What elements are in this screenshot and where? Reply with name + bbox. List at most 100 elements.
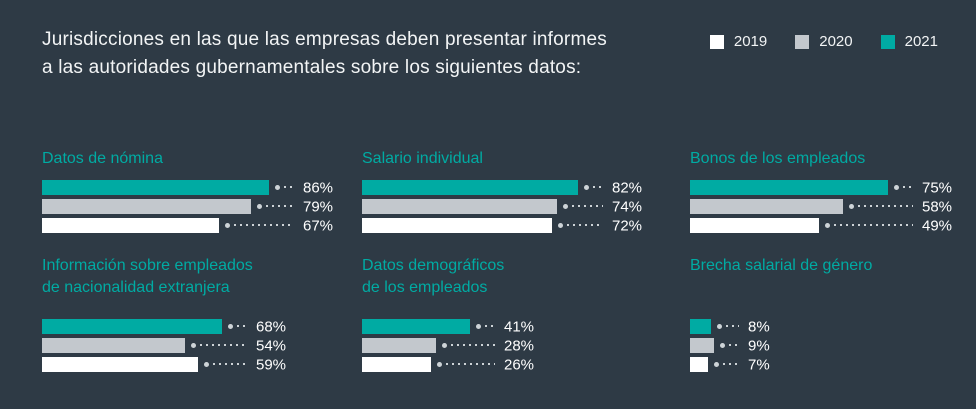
bar-row-2019: 49%: [690, 218, 976, 233]
bar-2021: [42, 319, 222, 334]
leader-dot: [717, 324, 722, 329]
bar-row-2020: 54%: [42, 338, 362, 353]
bar-2020: [42, 199, 251, 214]
leader-line: [284, 186, 294, 188]
value-label: 54%: [256, 337, 287, 354]
bar-2020: [690, 338, 714, 353]
bar-2021: [362, 180, 578, 195]
group-title-line: Datos demográficos: [362, 257, 505, 274]
value-label: 82%: [612, 179, 643, 196]
bar-2019: [362, 218, 552, 233]
bar-row-2020: 9%: [690, 338, 976, 353]
group-title-line: Salario individual: [362, 150, 483, 167]
header: Jurisdicciones en las que las empresas d…: [0, 0, 976, 82]
group-title-line: Datos de nómina: [42, 150, 163, 167]
leader-dot: [558, 223, 563, 228]
leader-line: [903, 186, 913, 188]
leader-line: [266, 205, 294, 207]
leader-dot: [257, 204, 262, 209]
bar-row-2020: 79%: [42, 199, 362, 214]
bar-row-2021: 82%: [362, 180, 690, 195]
leader-dot: [720, 343, 725, 348]
group-title: Datos demográficos de los empleados: [362, 255, 690, 299]
bar-row-2020: 74%: [362, 199, 690, 214]
bar-row-2019: 59%: [42, 357, 362, 372]
value-label: 86%: [303, 179, 334, 196]
legend-label-2020: 2020: [819, 33, 853, 50]
group-title-line: Brecha salarial de género: [690, 257, 873, 274]
legend-label-2019: 2019: [733, 33, 768, 50]
leader-line: [446, 363, 495, 365]
chart-group: Información sobre empleados de nacionalid…: [42, 255, 362, 376]
bar-2020: [362, 338, 436, 353]
legend-swatch-2021: [880, 34, 895, 49]
legend-item-2019: 2019: [709, 33, 768, 50]
chart-group: Bonos de los empleados 75% 58% 49%: [690, 148, 976, 237]
value-label: 68%: [256, 318, 287, 335]
value-label: 8%: [748, 318, 770, 335]
bar-row-2021: 41%: [362, 319, 690, 334]
group-title-line: de los empleados: [362, 279, 488, 296]
leader-line: [237, 325, 247, 327]
legend-item-2020: 2020: [795, 33, 853, 50]
bar-2019: [42, 218, 219, 233]
chart-title: Jurisdicciones en las que las empresas d…: [42, 26, 607, 82]
leader-line: [572, 205, 603, 207]
bar-2020: [690, 199, 843, 214]
group-title: Información sobre empleados de nacionalid…: [42, 255, 362, 299]
leader-dot: [849, 204, 854, 209]
bar-row-2020: 28%: [362, 338, 690, 353]
legend-item-2021: 2021: [880, 33, 938, 50]
value-label: 49%: [922, 217, 953, 234]
bar-row-2021: 68%: [42, 319, 362, 334]
leader-line: [858, 205, 913, 207]
bar-2021: [690, 319, 711, 334]
value-label: 58%: [922, 198, 953, 215]
leader-dot: [442, 343, 447, 348]
bar-2019: [690, 218, 819, 233]
bar-row-2019: 72%: [362, 218, 690, 233]
value-label: 75%: [922, 179, 953, 196]
value-label: 72%: [612, 217, 643, 234]
group-title: Datos de nómina: [42, 148, 362, 170]
bar-row-2019: 67%: [42, 218, 362, 233]
value-label: 9%: [748, 337, 770, 354]
value-label: 79%: [303, 198, 334, 215]
chart-group: Brecha salarial de género 8% 9% 7%: [690, 255, 976, 376]
leader-dot: [476, 324, 481, 329]
group-title: Salario individual: [362, 148, 690, 170]
leader-dot: [714, 362, 719, 367]
leader-line: [567, 224, 603, 226]
bar-row-2021: 8%: [690, 319, 976, 334]
leader-line: [213, 363, 247, 365]
value-label: 74%: [612, 198, 643, 215]
leader-line: [726, 325, 739, 327]
group-title-line: Bonos de los empleados: [690, 150, 866, 167]
leader-line: [729, 344, 739, 346]
leader-dot: [225, 223, 230, 228]
group-title-line: de nacionalidad extranjera: [42, 279, 230, 296]
bar-2021: [690, 180, 888, 195]
value-label: 28%: [504, 337, 535, 354]
legend-swatch-2020: [795, 34, 810, 49]
chart-group: Salario individual 82% 74% 72%: [362, 148, 690, 237]
leader-line: [485, 325, 495, 327]
leader-dot: [825, 223, 830, 228]
bar-row-2021: 75%: [690, 180, 976, 195]
bar-2019: [690, 357, 708, 372]
leader-line: [593, 186, 603, 188]
chart-title-line-1: Jurisdicciones en las que las empresas d…: [42, 29, 607, 50]
value-label: 41%: [504, 318, 535, 335]
leader-line: [451, 344, 495, 346]
leader-dot: [204, 362, 209, 367]
leader-dot: [894, 185, 899, 190]
bar-2020: [42, 338, 185, 353]
bar-row-2021: 86%: [42, 180, 362, 195]
group-title: Brecha salarial de género: [690, 255, 976, 299]
legend-swatch-2019: [709, 34, 724, 49]
leader-line: [234, 224, 294, 226]
leader-dot: [563, 204, 568, 209]
chart-group: Datos demográficos de los empleados 41% 28%…: [362, 255, 690, 376]
leader-dot: [228, 324, 233, 329]
